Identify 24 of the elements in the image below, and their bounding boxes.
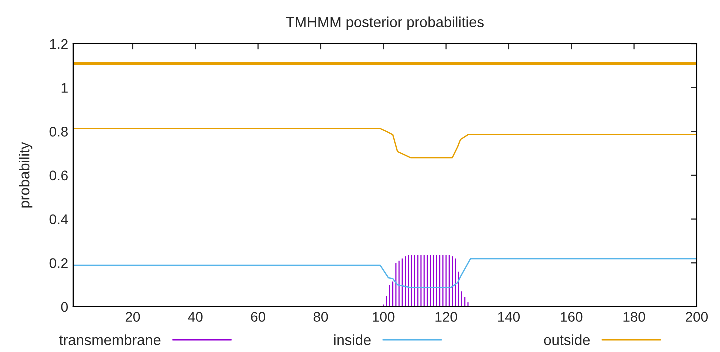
- y-tick-label: 1: [62, 83, 68, 93]
- y-axis-title: probability: [19, 142, 33, 208]
- y-tick-label: 0.8: [50, 126, 68, 137]
- line-series: [73, 128, 697, 159]
- line-series: [73, 258, 697, 289]
- x-tick-label: 160: [561, 312, 583, 322]
- legend-label: inside: [334, 334, 371, 346]
- legend-label: transmembrane: [60, 334, 161, 346]
- y-tick-label: 0.4: [50, 214, 68, 224]
- y-tick-label: 0.2: [50, 258, 68, 268]
- x-tick-label: 60: [251, 312, 266, 322]
- x-tick-label: 200: [686, 312, 708, 322]
- x-tick-label: 20: [126, 312, 140, 322]
- y-tick-label: 0: [61, 302, 68, 312]
- x-tick-label: 40: [188, 312, 203, 322]
- x-tick-label: 180: [624, 312, 646, 322]
- legend-label: outside: [544, 334, 590, 346]
- x-tick-label: 100: [373, 312, 395, 322]
- y-tick-label: 1.2: [50, 39, 68, 50]
- x-tick-label: 80: [314, 312, 328, 322]
- y-tick-label: 0.6: [50, 170, 68, 181]
- x-tick-label: 120: [436, 312, 458, 322]
- chart-title: TMHMM posterior probabilities: [286, 16, 484, 30]
- x-tick-label: 140: [498, 312, 520, 322]
